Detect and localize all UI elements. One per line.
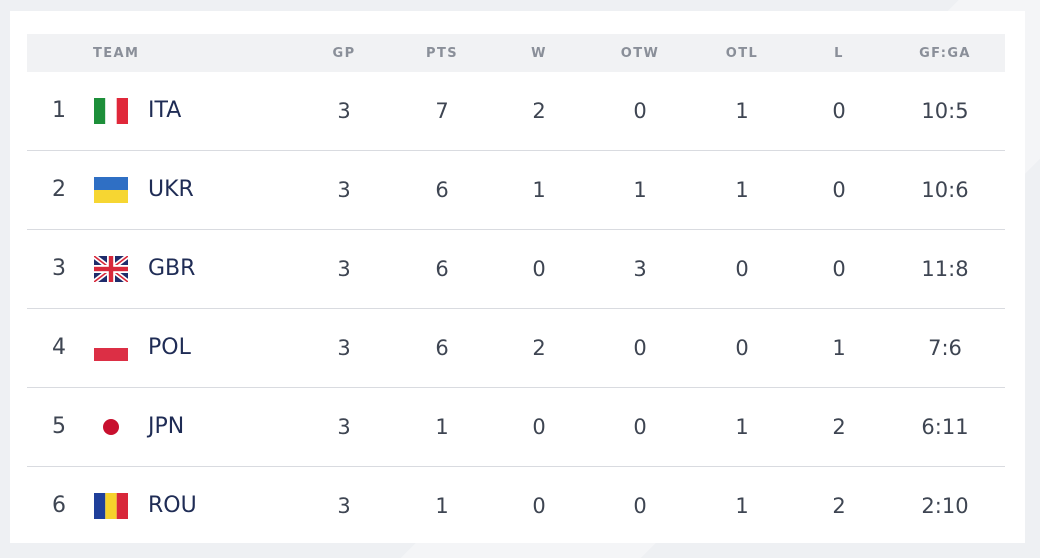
team-code[interactable]: ITA [148, 98, 182, 123]
otl-value: 1 [735, 99, 749, 123]
ukraine-flag-icon [94, 177, 128, 203]
gfga-value: 11:8 [921, 257, 969, 281]
standings-table: TEAM GP PTS W OTW OTL L GF:GA 1 ITA 3 7 … [27, 34, 1005, 545]
header-otl: OTL [725, 46, 759, 61]
romania-flag-icon [94, 493, 128, 519]
pts-value: 6 [435, 336, 449, 360]
table-header: TEAM GP PTS W OTW OTL L GF:GA [27, 34, 1005, 72]
gp-value: 3 [337, 178, 351, 202]
l-value: 2 [832, 415, 846, 439]
otl-value: 0 [735, 336, 749, 360]
japan-flag-icon [94, 414, 128, 440]
w-value: 2 [532, 99, 546, 123]
otw-value: 3 [633, 257, 647, 281]
rank: 3 [52, 256, 66, 281]
gfga-value: 10:5 [921, 99, 969, 123]
rank: 5 [52, 414, 66, 439]
otl-value: 1 [735, 494, 749, 518]
gfga-value: 6:11 [921, 415, 969, 439]
table-row[interactable]: 2 UKR 3 6 1 1 1 0 10:6 [27, 151, 1005, 230]
l-value: 0 [832, 178, 846, 202]
table-row[interactable]: 5 JPN 3 1 0 0 1 2 6:11 [27, 388, 1005, 467]
table-row[interactable]: 4 POL 3 6 2 0 0 1 7:6 [27, 309, 1005, 388]
gp-value: 3 [337, 99, 351, 123]
otw-value: 0 [633, 415, 647, 439]
w-value: 1 [532, 178, 546, 202]
poland-flag-icon [94, 335, 128, 361]
pts-value: 1 [435, 494, 449, 518]
italy-flag-icon [94, 98, 128, 124]
w-value: 0 [532, 494, 546, 518]
table-row[interactable]: 1 ITA 3 7 2 0 1 0 10:5 [27, 72, 1005, 151]
header-gp: GP [332, 46, 356, 61]
team-code[interactable]: UKR [148, 177, 194, 202]
pts-value: 1 [435, 415, 449, 439]
header-team: TEAM [93, 46, 140, 61]
otw-value: 1 [633, 178, 647, 202]
l-value: 2 [832, 494, 846, 518]
l-value: 0 [832, 257, 846, 281]
rank: 4 [52, 335, 66, 360]
gp-value: 3 [337, 336, 351, 360]
team-code[interactable]: GBR [148, 256, 196, 281]
header-w: W [531, 46, 547, 61]
header-otw: OTW [620, 46, 660, 61]
header-l: L [834, 46, 844, 61]
pts-value: 6 [435, 257, 449, 281]
header-pts: PTS [426, 46, 458, 61]
gp-value: 3 [337, 257, 351, 281]
standings-card: TEAM GP PTS W OTW OTL L GF:GA 1 ITA 3 7 … [10, 11, 1025, 543]
otl-value: 1 [735, 178, 749, 202]
header-gfga: GF:GA [919, 46, 971, 61]
team-code[interactable]: POL [148, 335, 191, 360]
otw-value: 0 [633, 336, 647, 360]
w-value: 2 [532, 336, 546, 360]
rank: 1 [52, 98, 66, 123]
gfga-value: 7:6 [928, 336, 962, 360]
gp-value: 3 [337, 415, 351, 439]
gfga-value: 10:6 [921, 178, 969, 202]
pts-value: 6 [435, 178, 449, 202]
otw-value: 0 [633, 494, 647, 518]
table-row[interactable]: 6 ROU 3 1 0 0 1 2 2:10 [27, 467, 1005, 545]
otl-value: 1 [735, 415, 749, 439]
rank: 6 [52, 493, 66, 518]
w-value: 0 [532, 257, 546, 281]
otw-value: 0 [633, 99, 647, 123]
l-value: 1 [832, 336, 846, 360]
gfga-value: 2:10 [921, 494, 969, 518]
l-value: 0 [832, 99, 846, 123]
rank: 2 [52, 177, 66, 202]
pts-value: 7 [435, 99, 449, 123]
otl-value: 0 [735, 257, 749, 281]
table-row[interactable]: 3 GBR 3 6 0 3 0 0 11:8 [27, 230, 1005, 309]
gp-value: 3 [337, 494, 351, 518]
team-code[interactable]: ROU [148, 493, 197, 518]
team-code[interactable]: JPN [148, 414, 185, 439]
w-value: 0 [532, 415, 546, 439]
great-britain-flag-icon [94, 256, 128, 282]
